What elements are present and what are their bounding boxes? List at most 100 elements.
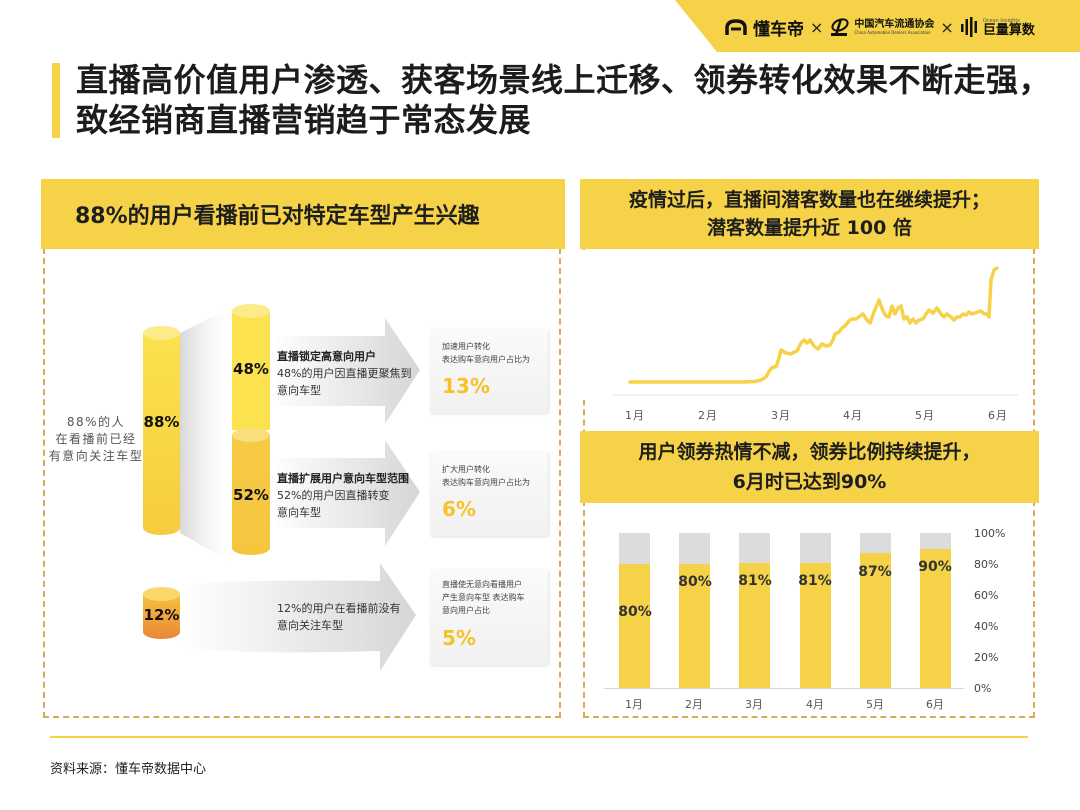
arrow-row-3: [180, 563, 416, 671]
bar-y-tick: 40%: [974, 620, 999, 633]
dongchedi-wordmark: 懂车帝: [753, 19, 804, 40]
card-3-desc: 意向用户占比: [442, 606, 490, 615]
cylinder-12-label: 12%: [143, 606, 180, 624]
row-1-line2: 意向车型: [277, 384, 321, 397]
arrow-row-1: [270, 318, 420, 424]
ocean-name-cn: 巨量算数: [982, 22, 1035, 38]
footer-divider: [50, 736, 1028, 738]
card-3-desc: 产生意向车型 表达购车: [442, 593, 525, 602]
line-x-tick: 1月: [625, 409, 645, 422]
conversion-card-3: 直播使无意向看播用户 产生意向车型 表达购车 意向用户占比 5%: [430, 570, 548, 665]
card-3-desc: 直播使无意向看播用户: [442, 580, 522, 589]
row-3-text: 12%的用户在看播前没有 意向关注车型: [277, 600, 400, 634]
cylinder-48: 48%: [232, 304, 270, 430]
bar-x-tick: 5月: [866, 698, 884, 711]
bar-y-tick: 60%: [974, 589, 999, 602]
bar-y-tick: 0%: [974, 682, 992, 695]
cylinder-88-label: 88%: [143, 413, 180, 431]
line-banner-line2: 潜客数量提升近 100 倍: [707, 217, 912, 239]
line-x-tick: 3月: [771, 409, 791, 422]
bar-banner-line1: 用户领券热情不减，领券比例持续提升，: [638, 441, 981, 463]
cylinder-12: 12%: [143, 587, 180, 639]
bar-jan: [619, 533, 650, 688]
line-x-tick: 2月: [698, 409, 718, 422]
line-x-tick: 5月: [915, 409, 935, 422]
bar-x-tick: 3月: [745, 698, 763, 711]
bar-value-label: 80%: [678, 574, 712, 590]
data-source: 资料来源：懂车帝数据中心: [50, 762, 207, 777]
card-3-value: 5%: [442, 626, 476, 650]
left-banner-text: 88%的用户看播前已对特定车型产生兴趣: [75, 204, 480, 229]
line-chart-banner: 疫情过后，直播间潜客数量也在继续提升； 潜客数量提升近 100 倍: [580, 179, 1039, 249]
card-1-value: 13%: [442, 374, 490, 398]
row-1-line1: 48%的用户因直播更聚焦到: [277, 367, 412, 380]
banner-background-shape: [675, 0, 1080, 52]
dongchedi-logo: 懂车帝: [725, 15, 804, 40]
logo-separator: ×: [940, 17, 954, 37]
ocean-insights-logo: Ocean Insights 巨量算数: [960, 16, 1035, 38]
line-chart-plot: [583, 250, 1033, 400]
row-2-line1: 52%的用户因直播转变: [277, 489, 390, 502]
line-x-tick: 4月: [843, 409, 863, 422]
bar-value-label: 80%: [618, 604, 652, 620]
bar-banner-line2: 6月时已达到90%: [732, 471, 887, 493]
conversion-card-2: 扩大用户转化 表达购车意向用户占比为 6%: [430, 452, 548, 536]
row-3-line1: 12%的用户在看播前没有: [277, 602, 401, 615]
cylinder-52-label: 52%: [233, 486, 269, 504]
cada-emblem-icon: [831, 18, 849, 36]
cada-logo: 中国汽车流通协会 China Automobile Dealers Associ…: [829, 17, 934, 37]
bar-feb: [679, 533, 710, 688]
bar-value-label: 90%: [918, 559, 952, 575]
partner-logo-banner: 懂车帝 × 中国汽车流通协会 China Automobile Dealers …: [675, 0, 1080, 52]
cada-name-cn: 中国汽车流通协会: [854, 18, 935, 30]
side-caption-line: 有意向关注车型: [48, 449, 144, 463]
row-3-line2: 意向关注车型: [277, 619, 343, 632]
row-2-line2: 意向车型: [277, 506, 321, 519]
card-1-desc: 加速用户转化: [442, 342, 490, 351]
bar-chart-banner: 用户领券热情不减，领券比例持续提升， 6月时已达到90%: [580, 431, 1039, 503]
ocean-bars-icon: [960, 17, 977, 37]
side-caption-line: 在看播前已经: [55, 432, 137, 446]
bar-mar: [739, 533, 770, 688]
logo-separator: ×: [810, 17, 824, 37]
row-1-heading: 直播锁定高意向用户: [277, 350, 376, 363]
bar-apr: [800, 533, 831, 688]
card-1-desc: 表达购车意向用户占比为: [442, 355, 530, 364]
trend-line: [628, 266, 999, 384]
ocean-name-en: Ocean Insights: [982, 17, 1020, 24]
cylinder-88: 88%: [143, 326, 180, 542]
bar-may: [860, 533, 891, 688]
bar-x-tick: 4月: [806, 698, 824, 711]
bar-x-tick: 2月: [685, 698, 703, 711]
bar-value-label: 81%: [738, 573, 772, 589]
title-accent-bar: [52, 63, 60, 138]
cylinder-52: 52%: [232, 428, 270, 562]
row-2-text: 直播扩展用户意向车型范围 52%的用户因直播转变 意向车型: [277, 470, 409, 521]
bar-x-tick: 6月: [926, 698, 944, 711]
line-banner-line1: 疫情过后，直播间潜客数量也在继续提升；: [628, 189, 990, 211]
cada-name-en: China Automobile Dealers Association: [854, 29, 931, 35]
bar-value-label: 81%: [798, 573, 832, 589]
card-2-desc: 扩大用户转化: [442, 465, 490, 474]
line-x-tick: 6月: [988, 409, 1008, 422]
bar-y-tick: 100%: [974, 527, 1006, 540]
conversion-card-1: 加速用户转化 表达购车意向用户占比为 13%: [430, 329, 548, 413]
card-2-desc: 表达购车意向用户占比为: [442, 478, 530, 487]
side-caption: 88%的人 在看播前已经 有意向关注车型: [48, 414, 144, 465]
bar-jun: [920, 533, 951, 688]
dongchedi-arch-icon: [725, 19, 747, 35]
bar-y-tick: 80%: [974, 558, 999, 571]
arrow-row-2: [270, 440, 420, 546]
bar-chart-x-axis: [604, 688, 964, 689]
bar-y-tick: 20%: [974, 651, 999, 664]
left-panel-banner: 88%的用户看播前已对特定车型产生兴趣: [41, 179, 565, 249]
funnel-connector: [180, 307, 232, 563]
bar-x-tick: 1月: [625, 698, 643, 711]
side-caption-line: 88%的人: [66, 415, 126, 429]
bar-value-label: 87%: [858, 564, 892, 580]
left-panel-frame: [43, 248, 561, 718]
page-title: 直播高价值用户渗透、获客场景线上迁移、领券转化效果不断走强，致经销商直播营销趋于…: [76, 61, 1052, 139]
card-2-value: 6%: [442, 497, 476, 521]
row-1-text: 直播锁定高意向用户 48%的用户因直播更聚焦到 意向车型: [277, 348, 411, 399]
cylinder-48-label: 48%: [233, 360, 269, 378]
